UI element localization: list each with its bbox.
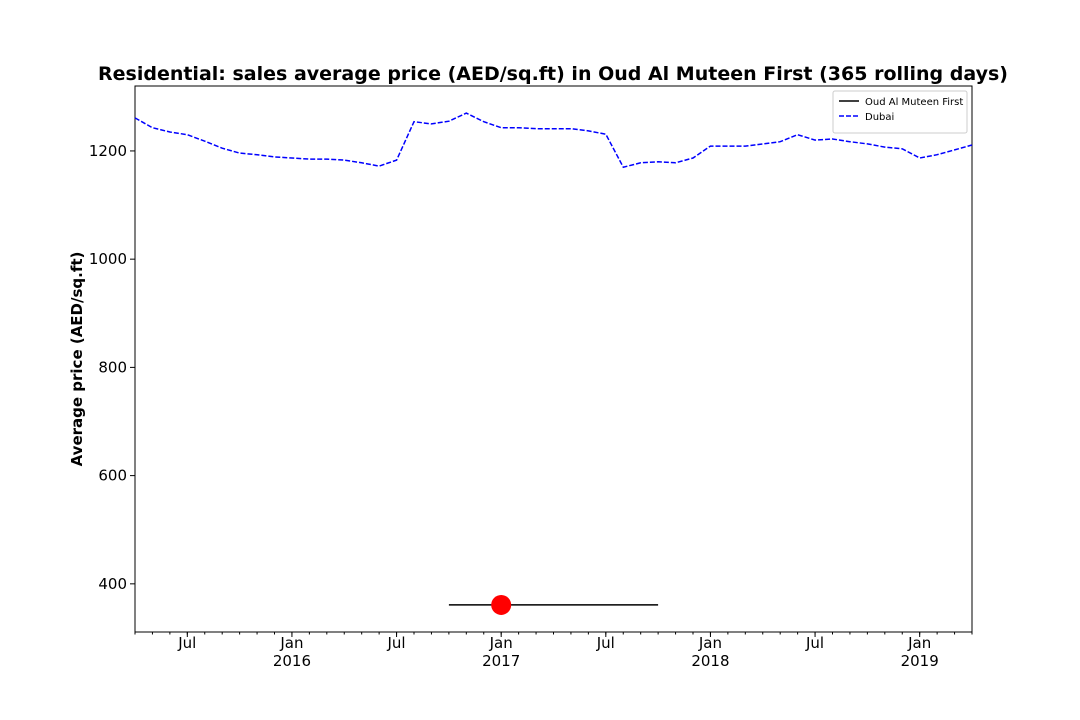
legend-label: Dubai — [865, 112, 894, 123]
x-tick-label: Jul — [596, 634, 615, 652]
y-tick-label: 1000 — [89, 250, 127, 268]
x-tick-label: Jul — [177, 634, 196, 652]
y-tick-label: 800 — [98, 358, 127, 376]
x-tick-label: Jan 2016 — [273, 634, 311, 670]
x-tick-label: Jan 2018 — [691, 634, 729, 670]
legend-box — [832, 90, 968, 134]
series-line — [134, 112, 973, 169]
plot-frame — [134, 85, 973, 633]
highlight-point — [491, 594, 512, 615]
x-tick-label: Jul — [805, 634, 824, 652]
y-axis-label: Average price (AED/sq.ft) — [68, 252, 86, 467]
x-tick-label: Jan 2017 — [482, 634, 520, 670]
legend-label: Oud Al Muteen First — [865, 97, 963, 108]
y-tick-label: 600 — [98, 467, 127, 485]
chart-title: Residential: sales average price (AED/sq… — [98, 63, 1008, 85]
x-tick-label: Jul — [387, 634, 406, 652]
x-tick-label: Jan 2019 — [901, 634, 939, 670]
legend: Oud Al Muteen First Dubai — [832, 90, 968, 134]
y-tick-label: 1200 — [89, 142, 127, 160]
y-tick-label: 400 — [98, 575, 127, 593]
